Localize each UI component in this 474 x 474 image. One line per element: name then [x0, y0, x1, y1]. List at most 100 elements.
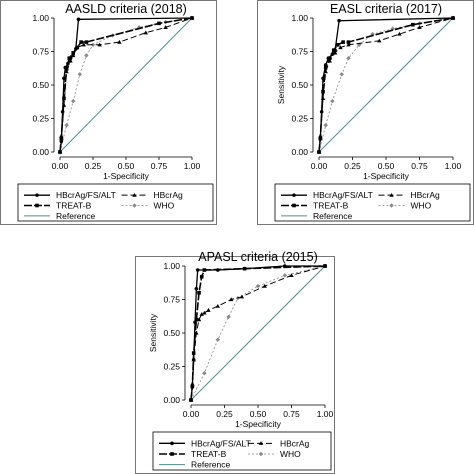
x-axis-label: 1-Specificity: [363, 171, 410, 181]
series-line-reference: [190, 265, 326, 401]
legend-label-treat_b: TREAT-B: [313, 201, 349, 211]
legend-label-hbcrag_fs_alt: HBcrAg/FS/ALT: [56, 190, 116, 200]
point-who: [64, 123, 69, 128]
point-who: [77, 72, 82, 77]
point-treat_b: [84, 40, 89, 44]
point-hbcrag_fs_alt: [76, 17, 81, 22]
point-hbcrag_fs_alt: [58, 150, 62, 154]
panel-frame: [0, 0, 217, 225]
point-hbcrag: [377, 38, 382, 43]
legend-label-hbcrag: HBcrAg: [411, 190, 441, 200]
point-who: [226, 314, 231, 320]
legend-marker-hbcrag: [389, 192, 394, 197]
point-hbcrag: [202, 310, 207, 315]
point-who: [215, 337, 220, 342]
point-treat_b: [194, 317, 199, 322]
y-tick-label: 1.00: [163, 261, 180, 271]
legend-marker-hbcrag_fs_alt: [170, 441, 174, 446]
point-hbcrag_fs_alt: [74, 47, 78, 51]
x-tick-label: 0.75: [151, 161, 168, 171]
x-tick-label: 0.00: [52, 161, 69, 171]
point-hbcrag_fs_alt: [194, 286, 199, 291]
series-reference: [59, 17, 193, 153]
legend-marker-who: [258, 451, 264, 457]
x-tick-label: 0.00: [311, 161, 328, 171]
legend-box: [274, 183, 471, 222]
point-hbcrag_fs_alt: [63, 65, 68, 70]
chart-title: APASL criteria (2015): [198, 250, 318, 264]
legend-box: [152, 431, 332, 471]
series-line-hbcrag_fs_alt: [318, 17, 454, 153]
point-treat_b: [346, 40, 351, 44]
point-hbcrag_fs_alt: [191, 358, 196, 362]
legend-label-hbcrag_fs_alt: HBcrAg/FS/ALT: [191, 438, 251, 448]
point-hbcrag: [117, 39, 122, 44]
y-tick-label: 0.00: [32, 147, 49, 157]
point-treat_b: [335, 43, 340, 47]
point-hbcrag_fs_alt: [193, 320, 197, 325]
x-tick-label: 0.50: [378, 161, 395, 171]
y-tick-label: 0.25: [291, 114, 308, 124]
y-tick-label: 0.50: [163, 328, 180, 338]
legend-label-hbcrag_fs_alt: HBcrAg/FS/ALT: [313, 190, 373, 200]
point-who: [330, 98, 335, 104]
x-axis-label: 1-Specificity: [235, 419, 282, 429]
point-hbcrag_fs_alt: [323, 264, 327, 268]
point-hbcrag_fs_alt: [321, 76, 325, 81]
point-hbcrag_fs_alt: [71, 52, 75, 56]
x-tick-label: 0.75: [283, 409, 300, 419]
point-hbcrag: [239, 294, 245, 299]
y-axis-label: Sensitivity: [148, 313, 158, 352]
legend-label-who: WHO: [411, 201, 432, 211]
point-hbcrag_fs_alt: [190, 16, 194, 20]
point-hbcrag_fs_alt: [242, 266, 247, 271]
legend: HBcrAg/FS/ALT HBcrAg TREAT-B WHO Reference: [17, 183, 214, 222]
y-tick-label: 0.00: [291, 147, 308, 157]
y-tick-label: 0.75: [163, 295, 180, 305]
legend-label-reference: Reference: [191, 460, 230, 470]
legend-marker-hbcrag_fs_alt: [292, 193, 296, 197]
point-treat_b: [75, 45, 79, 50]
point-hbcrag: [338, 45, 343, 50]
point-treat_b: [79, 40, 83, 44]
point-hbcrag_fs_alt: [68, 56, 73, 60]
point-hbcrag: [97, 42, 102, 47]
point-hbcrag_fs_alt: [451, 16, 455, 20]
x-tick-label: 0.50: [250, 409, 267, 419]
x-tick-label: 1.00: [317, 409, 334, 419]
point-hbcrag: [215, 304, 220, 308]
legend-marker-treat_b: [170, 452, 174, 456]
y-tick-label: 0.75: [291, 47, 308, 57]
point-who: [202, 371, 207, 376]
point-who: [90, 42, 96, 47]
point-hbcrag: [81, 42, 86, 47]
y-tick-label: 0.75: [32, 47, 49, 57]
y-tick-label: 0.25: [163, 362, 180, 372]
y-tick-label: 1.00: [32, 13, 49, 23]
point-hbcrag_fs_alt: [62, 76, 66, 81]
x-tick-label: 0.00: [183, 409, 200, 419]
point-hbcrag: [229, 297, 234, 302]
point-hbcrag: [417, 25, 422, 29]
point-who: [346, 56, 351, 61]
chart-panel-2: APASL criteria (2015) 0.00 0.25 0.50 0.75 1.0…: [135, 250, 335, 474]
series-line-who: [59, 17, 193, 153]
legend-label-who: WHO: [280, 449, 301, 459]
point-hbcrag: [206, 308, 211, 312]
x-tick-label: 1.00: [184, 161, 201, 171]
point-hbcrag_fs_alt: [323, 63, 328, 67]
point-hbcrag_fs_alt: [59, 139, 64, 144]
y-tick-label: 1.00: [291, 13, 308, 23]
y-axis-label: Sensitivity: [276, 65, 286, 104]
legend-box: [17, 183, 214, 222]
series-line-who: [190, 265, 326, 401]
point-who: [323, 123, 328, 128]
x-tick-label: 0.50: [118, 161, 135, 171]
point-hbcrag_fs_alt: [216, 268, 220, 272]
x-axis-label: 1-Specificity: [103, 171, 150, 181]
point-hbcrag_fs_alt: [317, 150, 321, 154]
point-hbcrag: [199, 312, 204, 316]
point-treat_b: [157, 21, 161, 26]
y-tick-label: 0.50: [291, 80, 308, 90]
point-hbcrag_fs_alt: [319, 110, 324, 114]
